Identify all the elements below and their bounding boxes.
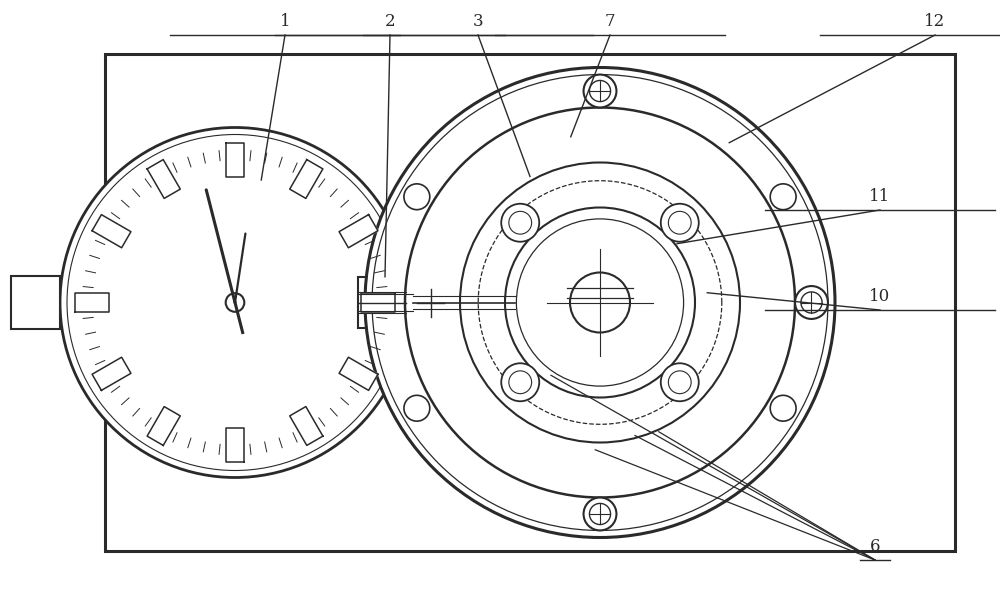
Polygon shape — [226, 428, 244, 462]
Text: 2: 2 — [385, 13, 395, 30]
Circle shape — [770, 395, 796, 421]
Circle shape — [661, 363, 699, 401]
Circle shape — [415, 287, 446, 318]
Text: 7: 7 — [605, 13, 615, 30]
Circle shape — [584, 497, 616, 531]
Circle shape — [404, 184, 430, 210]
Circle shape — [501, 363, 539, 401]
Circle shape — [589, 80, 611, 102]
Circle shape — [589, 503, 611, 525]
Text: 6: 6 — [870, 538, 880, 555]
Polygon shape — [92, 357, 131, 390]
Text: 1: 1 — [280, 13, 290, 30]
Bar — [371, 328, 399, 339]
Circle shape — [570, 272, 630, 333]
Circle shape — [661, 204, 699, 242]
Circle shape — [770, 184, 796, 210]
Bar — [358, 276, 413, 328]
Text: 3: 3 — [473, 13, 483, 30]
Polygon shape — [339, 215, 378, 248]
Polygon shape — [147, 160, 180, 198]
Polygon shape — [339, 357, 378, 390]
Circle shape — [60, 128, 410, 477]
Circle shape — [516, 219, 684, 386]
Text: 10: 10 — [869, 288, 891, 305]
Circle shape — [509, 371, 532, 394]
Polygon shape — [92, 215, 131, 248]
Circle shape — [404, 395, 430, 421]
Bar — [11, 276, 60, 329]
Circle shape — [801, 292, 822, 313]
Polygon shape — [75, 293, 109, 312]
Circle shape — [372, 74, 828, 531]
Circle shape — [584, 74, 616, 108]
Text: 11: 11 — [869, 188, 891, 205]
Circle shape — [668, 211, 691, 234]
Polygon shape — [361, 293, 395, 312]
Circle shape — [505, 208, 695, 397]
Circle shape — [226, 293, 244, 312]
Circle shape — [460, 163, 740, 442]
Circle shape — [67, 134, 403, 471]
Circle shape — [365, 68, 835, 537]
Circle shape — [501, 204, 539, 242]
Polygon shape — [147, 407, 180, 445]
Circle shape — [795, 286, 828, 319]
Polygon shape — [290, 160, 323, 198]
Text: 12: 12 — [924, 13, 946, 30]
Bar — [105, 54, 955, 551]
Circle shape — [668, 371, 691, 394]
Polygon shape — [226, 143, 244, 177]
Polygon shape — [290, 407, 323, 445]
Circle shape — [405, 108, 795, 497]
Circle shape — [509, 211, 532, 234]
